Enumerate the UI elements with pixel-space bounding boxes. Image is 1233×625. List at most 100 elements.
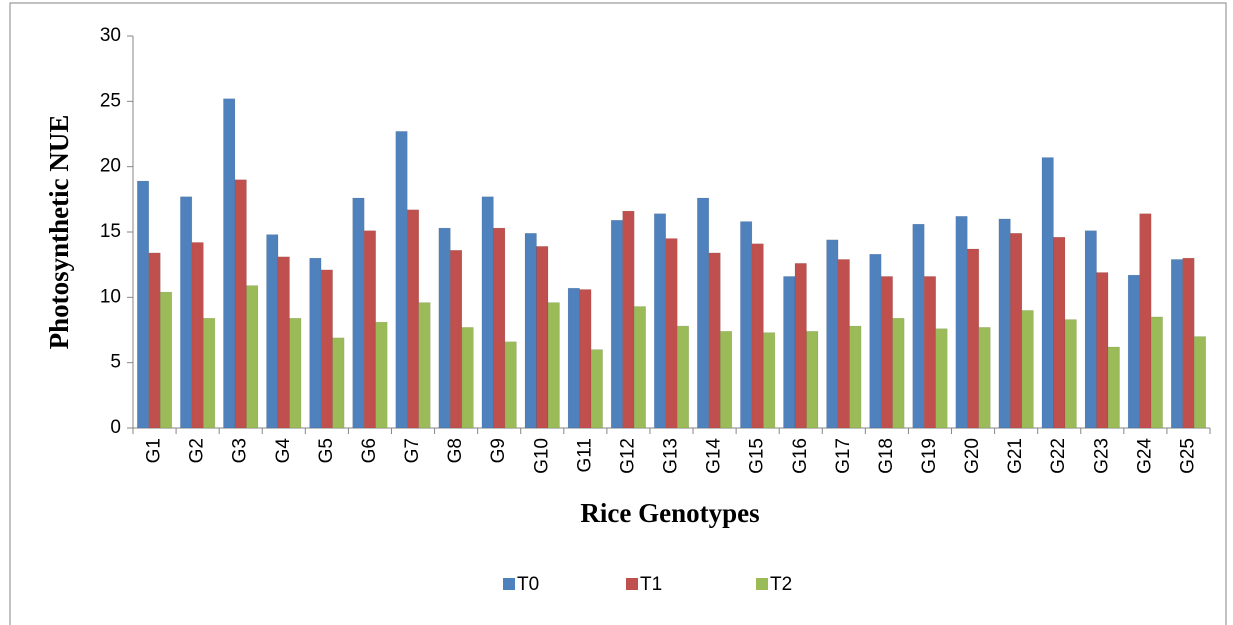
bar: [1010, 233, 1023, 429]
bar: [740, 221, 753, 429]
x-tick-label: G3: [230, 438, 251, 463]
x-tick-label: G18: [876, 438, 897, 474]
x-tick-label: G1: [144, 438, 165, 463]
bar: [967, 248, 980, 429]
bar: [137, 180, 150, 429]
bar: [708, 252, 721, 429]
bar: [160, 291, 173, 429]
bar: [610, 219, 623, 429]
y-tick-label: 5: [110, 352, 121, 373]
bar: [1021, 310, 1034, 429]
bar: [579, 289, 592, 429]
legend-marker: [756, 578, 768, 590]
bar: [567, 287, 580, 429]
bar: [332, 337, 345, 429]
x-tick-label: G16: [790, 438, 811, 474]
x-tick-label: G8: [445, 438, 466, 463]
bar: [438, 227, 451, 429]
x-tick-label: G12: [617, 438, 638, 474]
x-tick-label: G15: [747, 438, 768, 474]
y-tick-label: 0: [110, 417, 121, 438]
bar: [524, 233, 537, 429]
bar: [395, 131, 408, 429]
bar: [912, 223, 925, 429]
y-tick-label: 20: [100, 156, 121, 177]
bar: [481, 196, 494, 429]
x-tick-label: G5: [316, 438, 337, 463]
legend-marker: [503, 578, 515, 590]
y-tick-label: 10: [100, 286, 121, 307]
x-tick-label: G4: [273, 438, 294, 464]
legend-label: T0: [517, 574, 539, 595]
x-tick-label: G9: [488, 438, 509, 463]
bar: [955, 216, 968, 429]
bar: [266, 234, 279, 429]
bar: [720, 331, 733, 429]
bar: [363, 230, 376, 429]
bar: [191, 242, 204, 429]
legend-label: T1: [640, 574, 662, 595]
bar: [289, 317, 302, 429]
x-tick-label: G2: [187, 438, 208, 463]
bar: [148, 252, 161, 429]
x-tick-label: G20: [962, 438, 983, 474]
bar: [223, 98, 236, 429]
x-tick-label: G14: [704, 438, 725, 474]
bar: [665, 238, 678, 429]
bar: [590, 349, 603, 429]
bar: [1182, 257, 1195, 429]
bar: [203, 317, 216, 429]
bar: [751, 243, 764, 429]
legend-label: T2: [770, 574, 792, 595]
legend-marker: [626, 578, 638, 590]
bar: [180, 196, 193, 429]
bar: [1084, 230, 1097, 429]
bar: [493, 227, 506, 429]
y-tick-label: 30: [100, 25, 121, 46]
bar: [309, 257, 322, 429]
bar: [1064, 319, 1077, 429]
x-tick-label: G23: [1091, 438, 1112, 474]
chart-frame: [9, 2, 1227, 625]
y-axis-title: Photosynthetic NUE: [44, 115, 74, 350]
y-tick-label: 25: [100, 90, 121, 111]
bar: [1053, 236, 1066, 429]
bar: [622, 210, 635, 429]
bar: [352, 197, 365, 429]
bar: [418, 302, 431, 429]
bar: [407, 209, 420, 429]
bar: [869, 253, 882, 429]
x-tick-label: G24: [1134, 438, 1155, 474]
x-tick-label: G10: [531, 438, 552, 474]
bar: [892, 317, 905, 429]
bar: [536, 246, 549, 429]
bar: [935, 328, 948, 429]
bar: [763, 332, 776, 429]
bar: [1170, 259, 1183, 429]
bar: [794, 263, 807, 429]
x-tick-label: G21: [1005, 438, 1026, 474]
bar: [1041, 157, 1054, 429]
x-tick-label: G6: [359, 438, 380, 463]
bar: [783, 276, 796, 429]
bar: [837, 259, 850, 429]
bar: [633, 306, 646, 429]
x-tick-label: G7: [402, 438, 423, 463]
bar: [1107, 346, 1120, 429]
bar: [234, 179, 247, 429]
bar: [375, 321, 388, 429]
bar: [504, 341, 517, 429]
bar: [1127, 274, 1140, 429]
bar: [1096, 272, 1109, 429]
bar: [1139, 213, 1152, 429]
bar: [1150, 316, 1163, 429]
bar: [654, 213, 666, 429]
bar: [547, 302, 560, 429]
bar: [998, 218, 1011, 429]
bar: [849, 325, 862, 429]
bar: [923, 276, 936, 429]
bar: [826, 239, 839, 429]
bar: [978, 327, 991, 429]
bar: [320, 269, 333, 429]
